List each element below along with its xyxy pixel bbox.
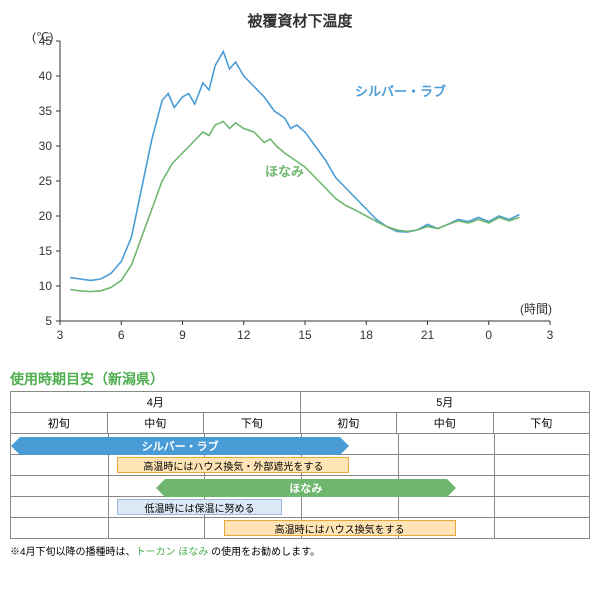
svg-text:40: 40 xyxy=(39,69,53,83)
footnote-prefix: ※4月下旬以降の播種時は、 xyxy=(10,547,136,558)
arrow-ほなみ: ほなみ xyxy=(165,479,447,497)
svg-text:(時間): (時間) xyxy=(520,302,552,316)
usage-table: 4月5月初旬中旬下旬初旬中旬下旬シルバー・ラブ高温時にはハウス換気・外部遮光をす… xyxy=(10,391,590,539)
svg-text:21: 21 xyxy=(421,328,435,342)
month-header: 5月 xyxy=(300,392,590,413)
svg-text:35: 35 xyxy=(39,104,53,118)
sub-header: 下旬 xyxy=(204,413,301,434)
month-header: 4月 xyxy=(11,392,301,413)
svg-text:5: 5 xyxy=(45,314,52,328)
sub-header: 下旬 xyxy=(493,413,590,434)
footnote-em: トーカン ほなみ xyxy=(136,547,209,558)
note-bar: 高温時にはハウス換気をする xyxy=(224,520,456,536)
footnote-suffix: の使用をお勧めします。 xyxy=(208,547,320,558)
sub-header: 初旬 xyxy=(11,413,108,434)
svg-text:15: 15 xyxy=(39,244,53,258)
sub-header: 中旬 xyxy=(397,413,494,434)
note-bar: 低温時には保温に努める xyxy=(117,499,281,515)
chart-svg: (℃)(時間)510152025303540453691215182103シルバ… xyxy=(10,31,570,351)
svg-text:30: 30 xyxy=(39,139,53,153)
svg-text:25: 25 xyxy=(39,174,53,188)
svg-text:15: 15 xyxy=(298,328,312,342)
svg-text:9: 9 xyxy=(179,328,186,342)
svg-text:12: 12 xyxy=(237,328,251,342)
arrow-シルバー・ラブ: シルバー・ラブ xyxy=(20,437,340,455)
svg-text:シルバー・ラブ: シルバー・ラブ xyxy=(355,84,446,99)
svg-text:45: 45 xyxy=(39,34,53,48)
footnote: ※4月下旬以降の播種時は、トーカン ほなみ の使用をお勧めします。 xyxy=(10,543,590,558)
svg-text:ほなみ: ほなみ xyxy=(265,164,304,179)
sub-header: 初旬 xyxy=(300,413,397,434)
temperature-chart: (℃)(時間)510152025303540453691215182103シルバ… xyxy=(10,31,570,361)
sub-header: 中旬 xyxy=(107,413,204,434)
svg-text:0: 0 xyxy=(485,328,492,342)
usage-section-title: 使用時期目安（新潟県） xyxy=(10,369,590,389)
svg-text:18: 18 xyxy=(360,328,374,342)
svg-text:20: 20 xyxy=(39,209,53,223)
svg-text:3: 3 xyxy=(547,328,554,342)
svg-text:3: 3 xyxy=(57,328,64,342)
svg-text:10: 10 xyxy=(39,279,53,293)
note-bar: 高温時にはハウス換気・外部遮光をする xyxy=(117,457,349,473)
svg-text:6: 6 xyxy=(118,328,125,342)
chart-title: 被覆資材下温度 xyxy=(10,10,590,31)
